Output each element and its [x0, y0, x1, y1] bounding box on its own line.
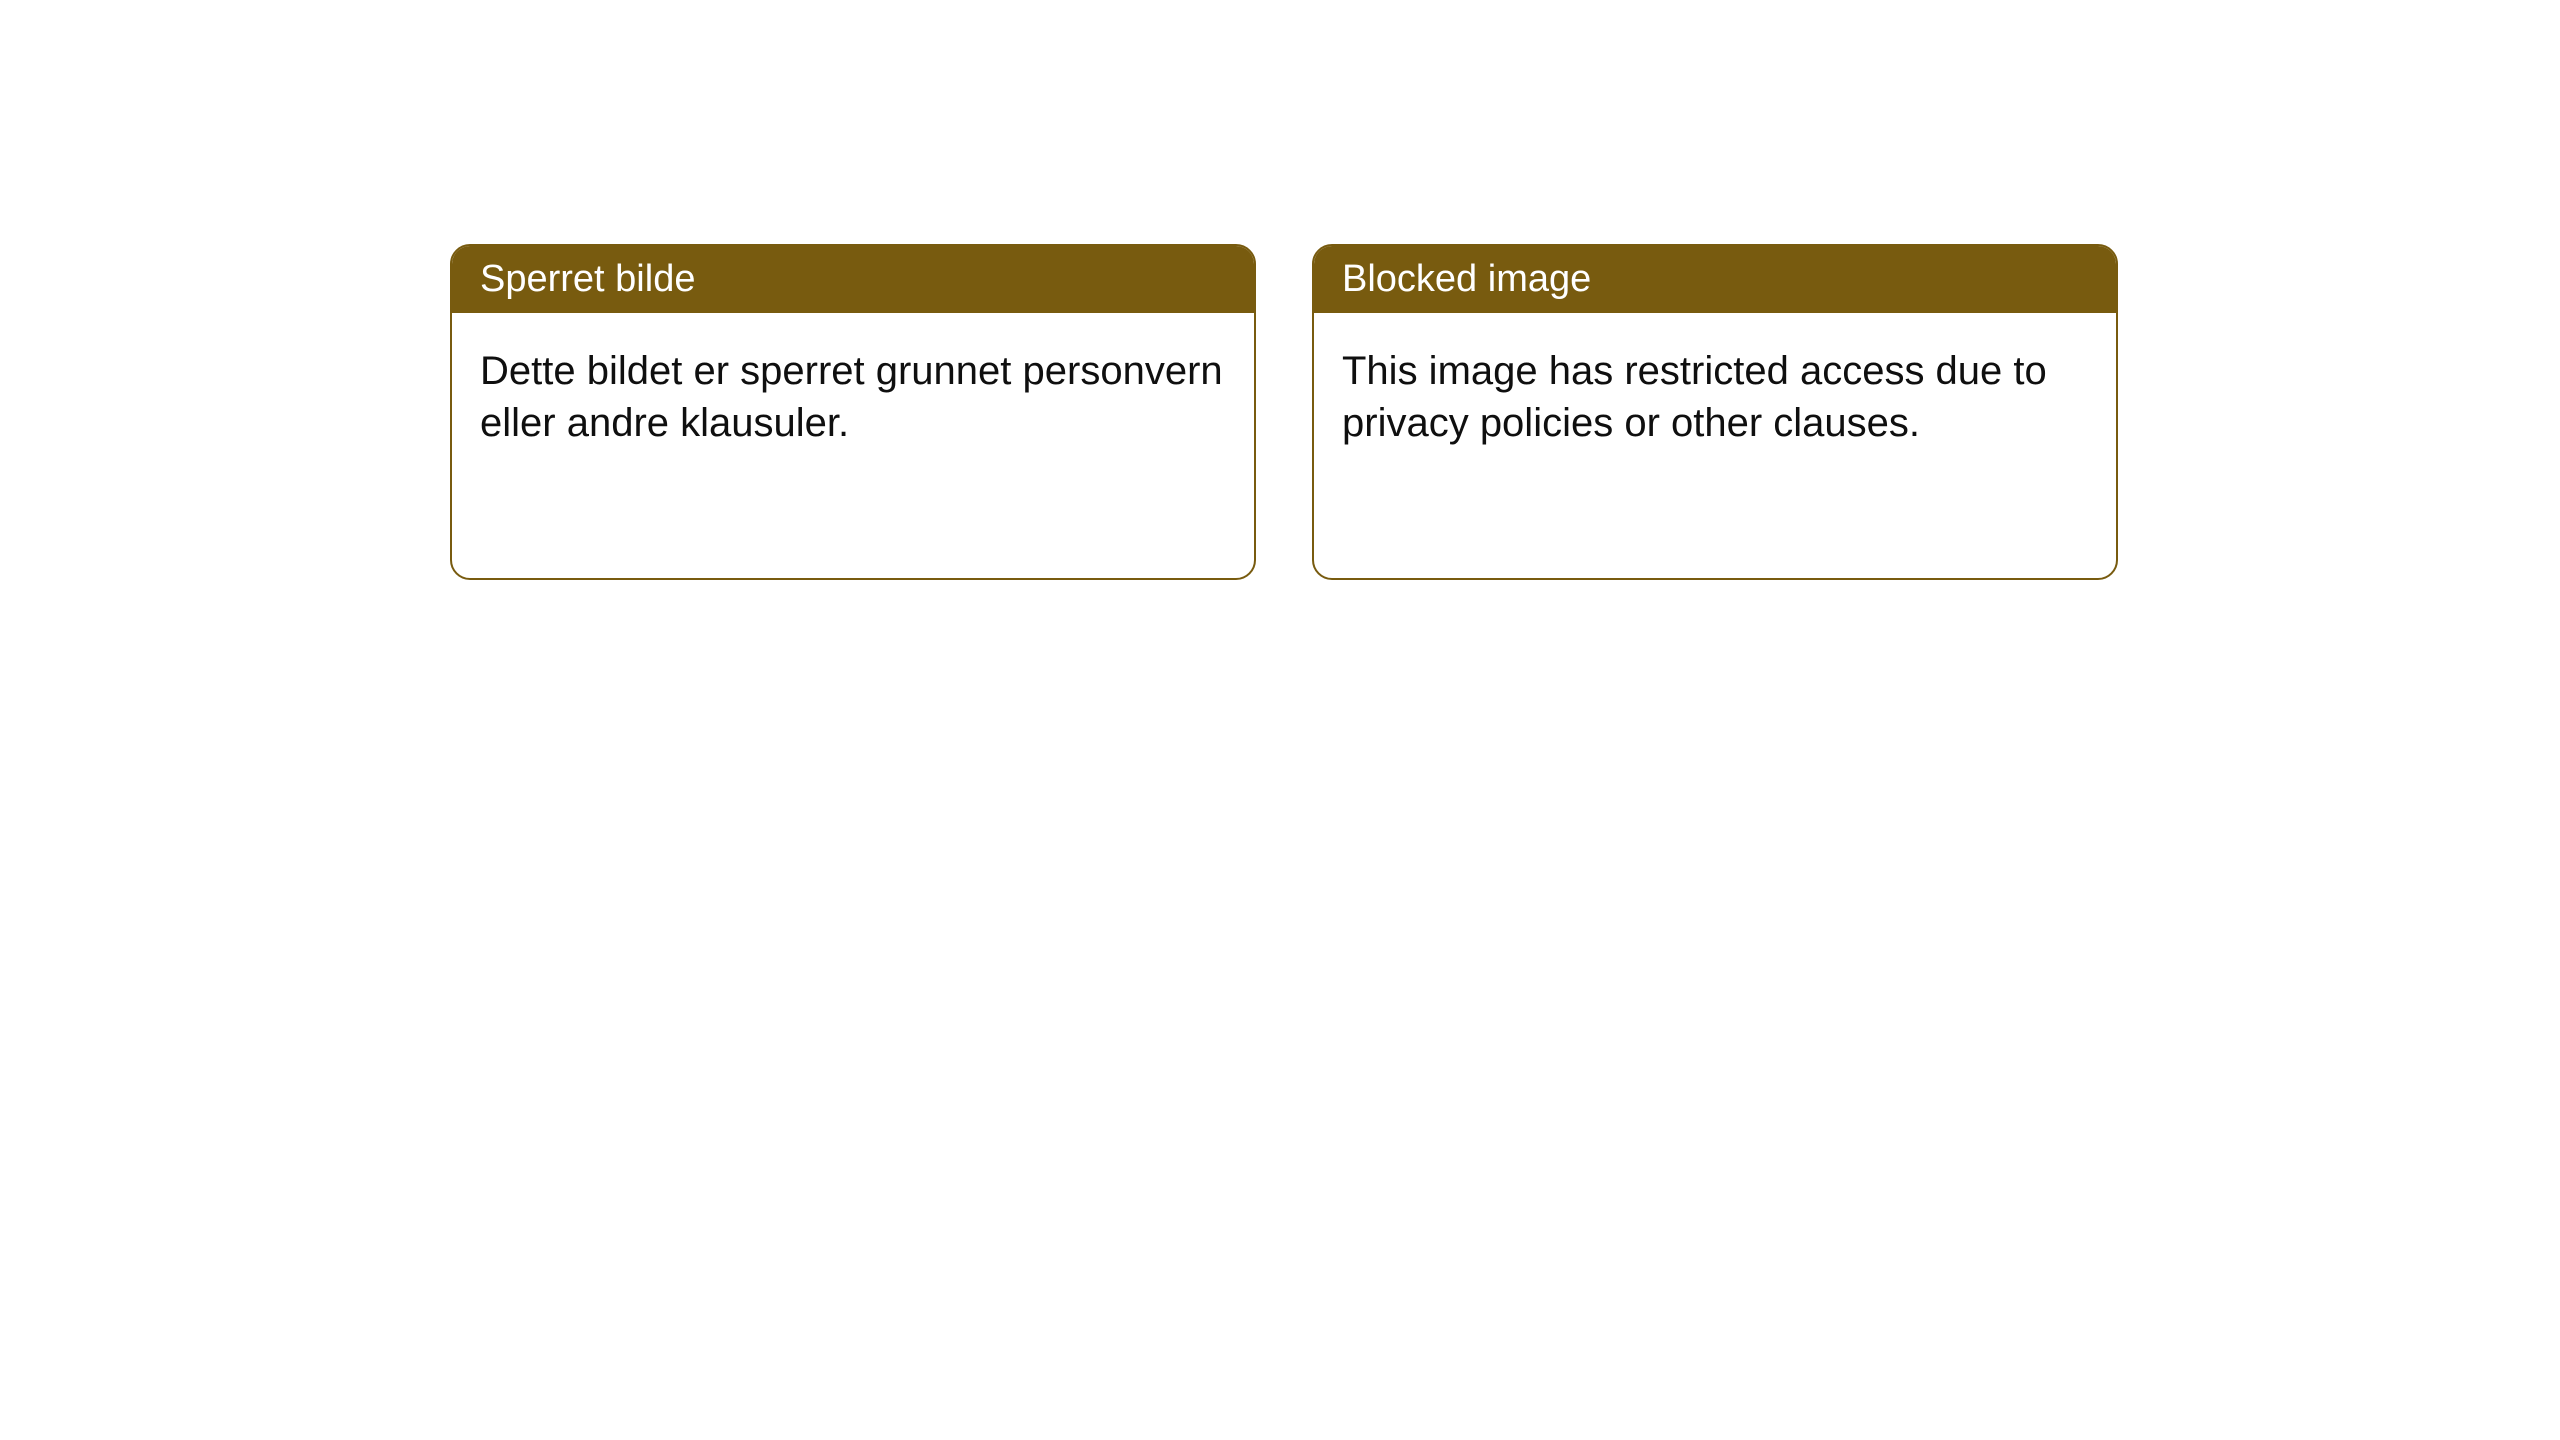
blocked-image-card-norwegian: Sperret bilde Dette bildet er sperret gr…	[450, 244, 1256, 580]
card-body: This image has restricted access due to …	[1314, 313, 2116, 481]
notice-container: Sperret bilde Dette bildet er sperret gr…	[0, 0, 2560, 580]
card-body-text: Dette bildet er sperret grunnet personve…	[480, 349, 1223, 445]
card-body-text: This image has restricted access due to …	[1342, 349, 2047, 445]
card-body: Dette bildet er sperret grunnet personve…	[452, 313, 1254, 481]
card-header: Blocked image	[1314, 246, 2116, 313]
card-title: Blocked image	[1342, 258, 1591, 300]
blocked-image-card-english: Blocked image This image has restricted …	[1312, 244, 2118, 580]
card-header: Sperret bilde	[452, 246, 1254, 313]
card-title: Sperret bilde	[480, 258, 695, 300]
